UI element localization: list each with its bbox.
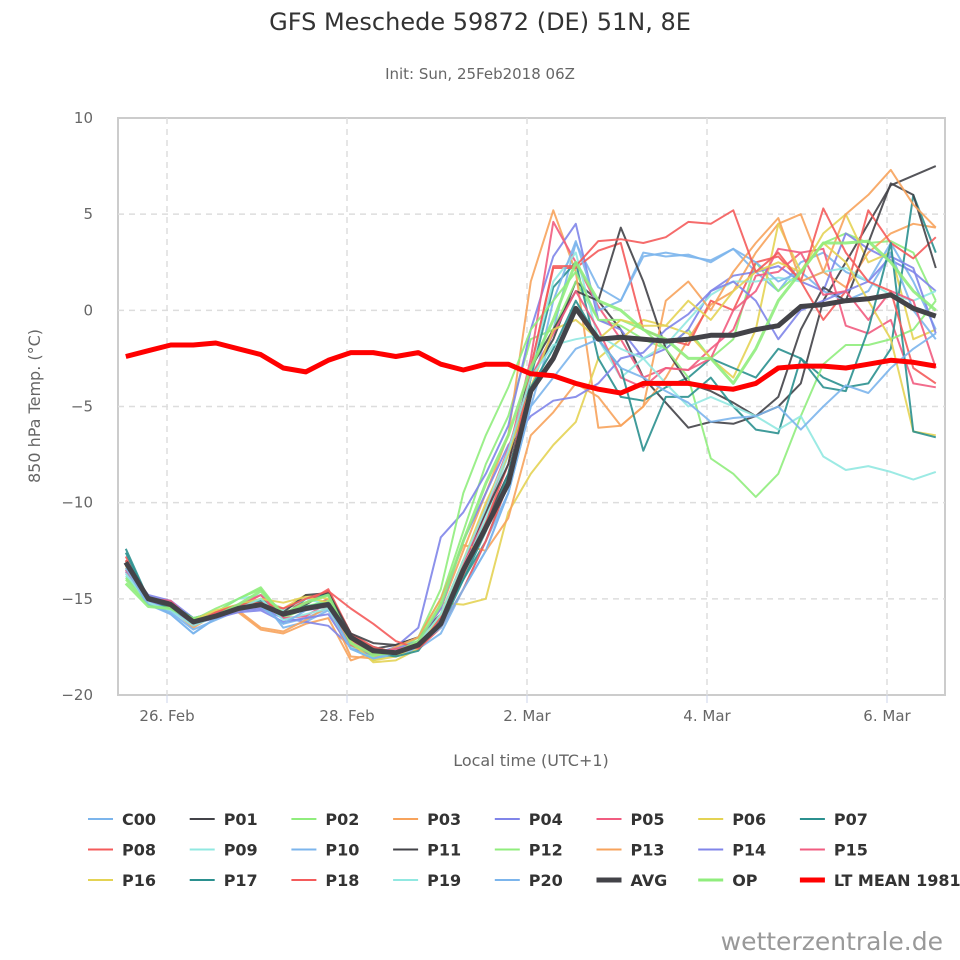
legend-label: P17 bbox=[224, 871, 258, 890]
legend-label: P16 bbox=[122, 871, 156, 890]
series-avg[interactable] bbox=[123, 292, 937, 656]
legend-label: P07 bbox=[834, 810, 868, 829]
legend-label: P03 bbox=[427, 810, 461, 829]
y-tick-label: 5 bbox=[83, 205, 93, 223]
legend-label: P14 bbox=[732, 841, 766, 860]
legend-item[interactable]: P10 bbox=[291, 841, 359, 860]
legend-label: P12 bbox=[529, 841, 563, 860]
y-tick-label: −20 bbox=[61, 686, 93, 704]
legend-item[interactable]: P12 bbox=[494, 841, 563, 860]
legend-item[interactable]: OP bbox=[698, 871, 758, 890]
x-tick-label: 28. Feb bbox=[319, 707, 374, 725]
legend-label: P08 bbox=[122, 841, 156, 860]
legend-item[interactable]: P09 bbox=[189, 841, 258, 860]
legend-item[interactable]: P03 bbox=[393, 810, 461, 829]
legend-item[interactable]: P06 bbox=[698, 810, 766, 829]
credits-watermark[interactable]: wetterzentrale.de bbox=[721, 927, 943, 956]
y-tick-label: −5 bbox=[71, 398, 93, 416]
legend-label: AVG bbox=[631, 871, 668, 890]
legend-item[interactable]: P20 bbox=[494, 871, 563, 890]
legend-item[interactable]: AVG bbox=[596, 871, 668, 890]
legend-item[interactable]: P16 bbox=[88, 871, 156, 890]
legend-label: P11 bbox=[427, 841, 461, 860]
chart-subtitle: Init: Sun, 25Feb2018 06Z bbox=[385, 65, 575, 83]
x-axis-title: Local time (UTC+1) bbox=[453, 751, 609, 770]
legend-label: P05 bbox=[631, 810, 665, 829]
legend: C00 P01 P02 P03 P04 P05 P06 P07 P08 P09 P10 P11 P12 P… bbox=[88, 810, 960, 890]
y-tick-label: −10 bbox=[61, 494, 93, 512]
legend-label: P01 bbox=[224, 810, 258, 829]
legend-label: P04 bbox=[529, 810, 563, 829]
legend-label: P20 bbox=[529, 871, 563, 890]
legend-item[interactable]: P11 bbox=[393, 841, 461, 860]
legend-label: LT MEAN 1981–2010 bbox=[834, 871, 960, 890]
y-tick-label: 0 bbox=[83, 301, 93, 319]
legend-label: C00 bbox=[122, 810, 156, 829]
legend-label: OP bbox=[732, 871, 758, 890]
legend-item[interactable]: P19 bbox=[393, 871, 461, 890]
legend-item[interactable]: C00 bbox=[88, 810, 156, 829]
x-tick-label: 4. Mar bbox=[683, 707, 731, 725]
x-tick-label: 2. Mar bbox=[503, 707, 551, 725]
y-tick-label: 10 bbox=[74, 109, 93, 127]
legend-item[interactable]: P04 bbox=[494, 810, 563, 829]
x-tick-label: 6. Mar bbox=[863, 707, 911, 725]
legend-item[interactable]: P08 bbox=[88, 841, 156, 860]
y-tick-label: −15 bbox=[61, 590, 93, 608]
legend-item[interactable]: P17 bbox=[189, 871, 258, 890]
legend-item[interactable]: LT MEAN 1981–2010 bbox=[799, 871, 960, 890]
legend-item[interactable]: P05 bbox=[596, 810, 665, 829]
legend-label: P13 bbox=[631, 841, 665, 860]
legend-label: P09 bbox=[224, 841, 258, 860]
legend-label: P18 bbox=[325, 871, 359, 890]
legend-item[interactable]: P13 bbox=[596, 841, 665, 860]
legend-label: P06 bbox=[732, 810, 766, 829]
legend-label: P02 bbox=[325, 810, 359, 829]
legend-item[interactable]: P18 bbox=[291, 871, 359, 890]
series-group bbox=[123, 165, 937, 664]
series-lt-mean-1981-2010[interactable] bbox=[125, 340, 937, 396]
y-axis-title: 850 hPa Temp. (°C) bbox=[25, 329, 44, 483]
legend-label: P19 bbox=[427, 871, 461, 890]
legend-item[interactable]: P01 bbox=[189, 810, 258, 829]
legend-item[interactable]: P07 bbox=[799, 810, 868, 829]
x-axis: 26. Feb 28. Feb 2. Mar 4. Mar 6. Mar bbox=[139, 695, 912, 725]
legend-label: P15 bbox=[834, 841, 868, 860]
series-op[interactable] bbox=[124, 239, 937, 657]
y-axis: 10 5 0 −5 −10 −15 −20 bbox=[61, 109, 93, 704]
legend-item[interactable]: P15 bbox=[799, 841, 868, 860]
chart-title: GFS Meschede 59872 (DE) 51N, 8E bbox=[269, 8, 691, 36]
legend-item[interactable]: P02 bbox=[291, 810, 359, 829]
legend-label: P10 bbox=[325, 841, 359, 860]
legend-item[interactable]: P14 bbox=[698, 841, 766, 860]
x-tick-label: 26. Feb bbox=[139, 707, 194, 725]
